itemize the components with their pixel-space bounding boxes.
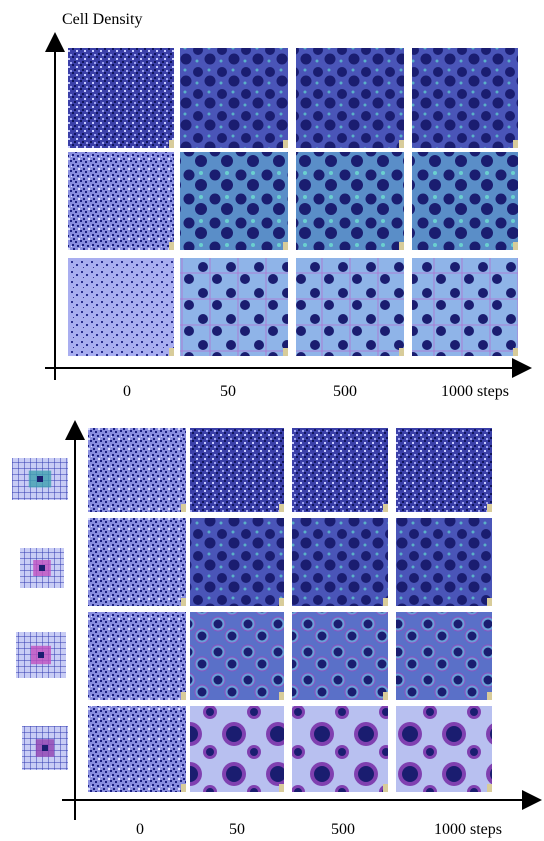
- image-corner: [279, 504, 284, 512]
- x-label: 50: [220, 383, 236, 400]
- simulation-image: [68, 152, 174, 250]
- image-corner: [513, 348, 518, 356]
- image-corner: [383, 692, 388, 700]
- simulation-image: [180, 48, 288, 148]
- simulation-image: [88, 612, 186, 700]
- simulation-image: [396, 612, 492, 700]
- simulation-image: [190, 428, 284, 512]
- x-label: 0: [123, 383, 131, 400]
- image-corner: [169, 242, 174, 250]
- image-corner: [279, 598, 284, 606]
- image-corner: [383, 784, 388, 792]
- image-corner: [513, 140, 518, 148]
- x-label: 500: [331, 821, 355, 838]
- image-corner: [399, 140, 404, 148]
- simulation-image: [190, 612, 284, 700]
- simulation-image: [292, 706, 388, 792]
- simulation-image: [412, 48, 518, 148]
- simulation-image: [190, 518, 284, 606]
- simulation-image: [412, 258, 518, 356]
- simulation-image: [396, 518, 492, 606]
- image-corner: [279, 692, 284, 700]
- x-label: 50: [229, 821, 245, 838]
- image-corner: [383, 504, 388, 512]
- panel-title: Cell Density: [62, 11, 142, 28]
- kernel-center: [38, 652, 44, 658]
- simulation-image: [88, 428, 186, 512]
- image-corner: [487, 692, 492, 700]
- simulation-image: [296, 258, 404, 356]
- kernel-center: [39, 565, 45, 571]
- kernel-center: [37, 476, 43, 482]
- image-corner: [169, 140, 174, 148]
- simulation-image: [68, 48, 174, 148]
- simulation-image: [412, 152, 518, 250]
- simulation-image: [292, 428, 388, 512]
- image-corner: [399, 348, 404, 356]
- x-label: 500: [333, 383, 357, 400]
- simulation-image: [292, 518, 388, 606]
- simulation-image: [190, 706, 284, 792]
- image-corner: [181, 598, 186, 606]
- image-corner: [279, 784, 284, 792]
- image-corner: [181, 504, 186, 512]
- image-corner: [513, 242, 518, 250]
- simulation-image: [180, 258, 288, 356]
- image-corner: [487, 784, 492, 792]
- x-label: 1000 steps: [441, 383, 509, 400]
- image-corner: [181, 784, 186, 792]
- image-corner: [399, 242, 404, 250]
- x-label: 0: [136, 821, 144, 838]
- simulation-image: [296, 152, 404, 250]
- simulation-image: [88, 706, 186, 792]
- simulation-image: [180, 152, 288, 250]
- image-corner: [487, 504, 492, 512]
- x-label: 1000 steps: [434, 821, 502, 838]
- image-corner: [283, 140, 288, 148]
- simulation-image: [68, 258, 174, 356]
- simulation-image: [396, 706, 492, 792]
- kernel-center: [42, 745, 48, 751]
- simulation-image: [88, 518, 186, 606]
- image-corner: [283, 348, 288, 356]
- image-corner: [487, 598, 492, 606]
- simulation-image: [292, 612, 388, 700]
- simulation-image: [396, 428, 492, 512]
- image-corner: [283, 242, 288, 250]
- image-corner: [181, 692, 186, 700]
- image-corner: [169, 348, 174, 356]
- simulation-image: [296, 48, 404, 148]
- image-corner: [383, 598, 388, 606]
